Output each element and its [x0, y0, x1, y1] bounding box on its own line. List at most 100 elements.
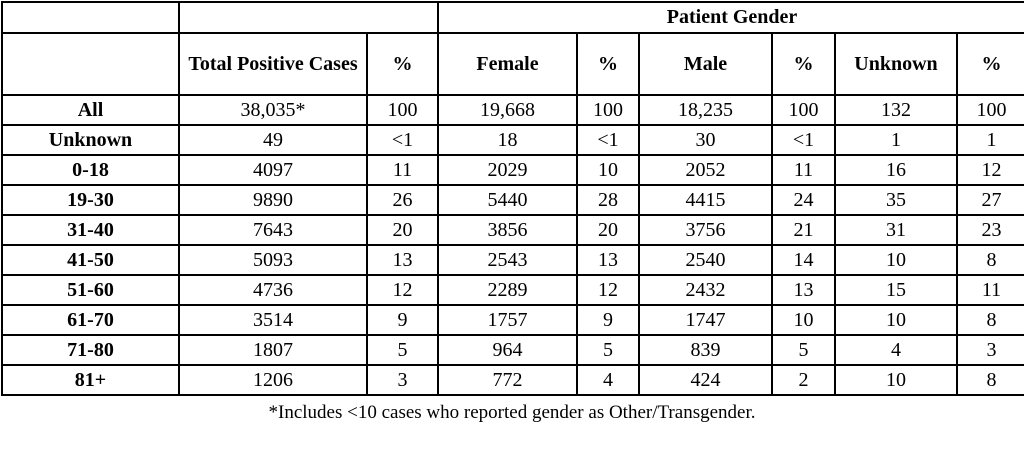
row-label: 61-70 — [1, 304, 180, 336]
cell-value: 12 — [955, 154, 1024, 186]
patient-gender-table: Patient Gender Total Positive Cases % Fe… — [1, 1, 1024, 396]
cell-value: 2029 — [437, 154, 578, 186]
cell-value: 8 — [955, 244, 1024, 276]
cell-value: 5 — [576, 334, 640, 366]
cell-value: 11 — [771, 154, 836, 186]
cell-value: 10 — [834, 364, 958, 396]
cell-value: 35 — [834, 184, 958, 216]
table-row: 51-60 4736 12 2289 12 2432 13 15 11 — [1, 274, 1024, 306]
corner-empty-cell — [1, 1, 180, 34]
cell-value: 2432 — [638, 274, 773, 306]
cell-value: 3756 — [638, 214, 773, 246]
row-label: 0-18 — [1, 154, 180, 186]
cell-value: 12 — [366, 274, 439, 306]
cell-value: 1206 — [178, 364, 368, 396]
row-label: Unknown — [1, 124, 180, 156]
cell-value: 13 — [771, 274, 836, 306]
column-header-rowlabels — [1, 32, 180, 96]
cell-value: 9 — [366, 304, 439, 336]
cell-value: 2289 — [437, 274, 578, 306]
cell-value: 9 — [576, 304, 640, 336]
cell-value: 8 — [955, 364, 1024, 396]
column-header-unknown: Unknown — [834, 32, 958, 96]
cell-value: 1 — [834, 124, 958, 156]
row-label: 19-30 — [1, 184, 180, 216]
cell-value: 100 — [955, 94, 1024, 126]
cell-value: 2540 — [638, 244, 773, 276]
cell-value: 20 — [366, 214, 439, 246]
cell-value: 2052 — [638, 154, 773, 186]
header-row-top: Patient Gender — [1, 1, 1024, 34]
column-header-female: Female — [437, 32, 578, 96]
row-label: 41-50 — [1, 244, 180, 276]
cell-value: 3 — [366, 364, 439, 396]
cell-value: 5093 — [178, 244, 368, 276]
table-row: 61-70 3514 9 1757 9 1747 10 10 8 — [1, 304, 1024, 336]
row-label: 71-80 — [1, 334, 180, 366]
cell-value: 3514 — [178, 304, 368, 336]
cell-value: 132 — [834, 94, 958, 126]
table-header: Patient Gender Total Positive Cases % Fe… — [1, 1, 1024, 96]
cell-value: 100 — [366, 94, 439, 126]
column-header-total-positive-cases: Total Positive Cases — [178, 32, 368, 96]
cell-value: 772 — [437, 364, 578, 396]
cell-value: 4415 — [638, 184, 773, 216]
cell-value: 5440 — [437, 184, 578, 216]
cell-value: 26 — [366, 184, 439, 216]
cell-value: 18,235 — [638, 94, 773, 126]
cell-value: 12 — [576, 274, 640, 306]
cell-value: 11 — [366, 154, 439, 186]
cell-value: 13 — [366, 244, 439, 276]
row-label: 51-60 — [1, 274, 180, 306]
cell-value: 13 — [576, 244, 640, 276]
cell-value: 24 — [771, 184, 836, 216]
column-header-male: Male — [638, 32, 773, 96]
cell-value: 2 — [771, 364, 836, 396]
cell-value: 8 — [955, 304, 1024, 336]
table-footnote: *Includes <10 cases who reported gender … — [268, 402, 756, 423]
cell-value: 3 — [955, 334, 1024, 366]
cell-value: 4 — [576, 364, 640, 396]
cell-value: 1747 — [638, 304, 773, 336]
header-row-columns: Total Positive Cases % Female % Male % U… — [1, 32, 1024, 96]
cell-value: 27 — [955, 184, 1024, 216]
cell-value: 14 — [771, 244, 836, 276]
cell-value: 100 — [771, 94, 836, 126]
cell-value: 10 — [834, 304, 958, 336]
cell-value: 9890 — [178, 184, 368, 216]
cell-value: 10 — [771, 304, 836, 336]
table-row: 81+ 1206 3 772 4 424 2 10 8 — [1, 364, 1024, 396]
cell-value: 23 — [955, 214, 1024, 246]
cell-value: 100 — [576, 94, 640, 126]
cell-value: 15 — [834, 274, 958, 306]
table-row: 31-40 7643 20 3856 20 3756 21 31 23 — [1, 214, 1024, 246]
cell-value: 20 — [576, 214, 640, 246]
table-row: 41-50 5093 13 2543 13 2540 14 10 8 — [1, 244, 1024, 276]
patient-gender-group-header: Patient Gender — [436, 1, 1024, 34]
cell-value: 10 — [834, 244, 958, 276]
table-row: 19-30 9890 26 5440 28 4415 24 35 27 — [1, 184, 1024, 216]
total-positive-spacer-cell — [178, 1, 439, 34]
cell-value: 5 — [366, 334, 439, 366]
cell-value: 30 — [638, 124, 773, 156]
cell-value: 21 — [771, 214, 836, 246]
cell-value: 1 — [955, 124, 1024, 156]
cell-value: 18 — [437, 124, 578, 156]
cell-value: 4097 — [178, 154, 368, 186]
cell-value: 10 — [576, 154, 640, 186]
cell-value: 11 — [955, 274, 1024, 306]
cell-value: 31 — [834, 214, 958, 246]
cell-value: 16 — [834, 154, 958, 186]
cell-value: 28 — [576, 184, 640, 216]
table-row: All 38,035* 100 19,668 100 18,235 100 132 100 — [1, 94, 1024, 126]
cell-value: 2543 — [437, 244, 578, 276]
row-label: All — [1, 94, 180, 126]
cell-value: 4736 — [178, 274, 368, 306]
cell-value: 1807 — [178, 334, 368, 366]
table-row: Unknown 49 <1 18 <1 30 <1 1 1 — [1, 124, 1024, 156]
column-header-unknown-percent: % — [955, 32, 1024, 96]
table-row: 71-80 1807 5 964 5 839 5 4 3 — [1, 334, 1024, 366]
column-header-female-percent: % — [576, 32, 640, 96]
cell-value: 839 — [638, 334, 773, 366]
cell-value: <1 — [576, 124, 640, 156]
